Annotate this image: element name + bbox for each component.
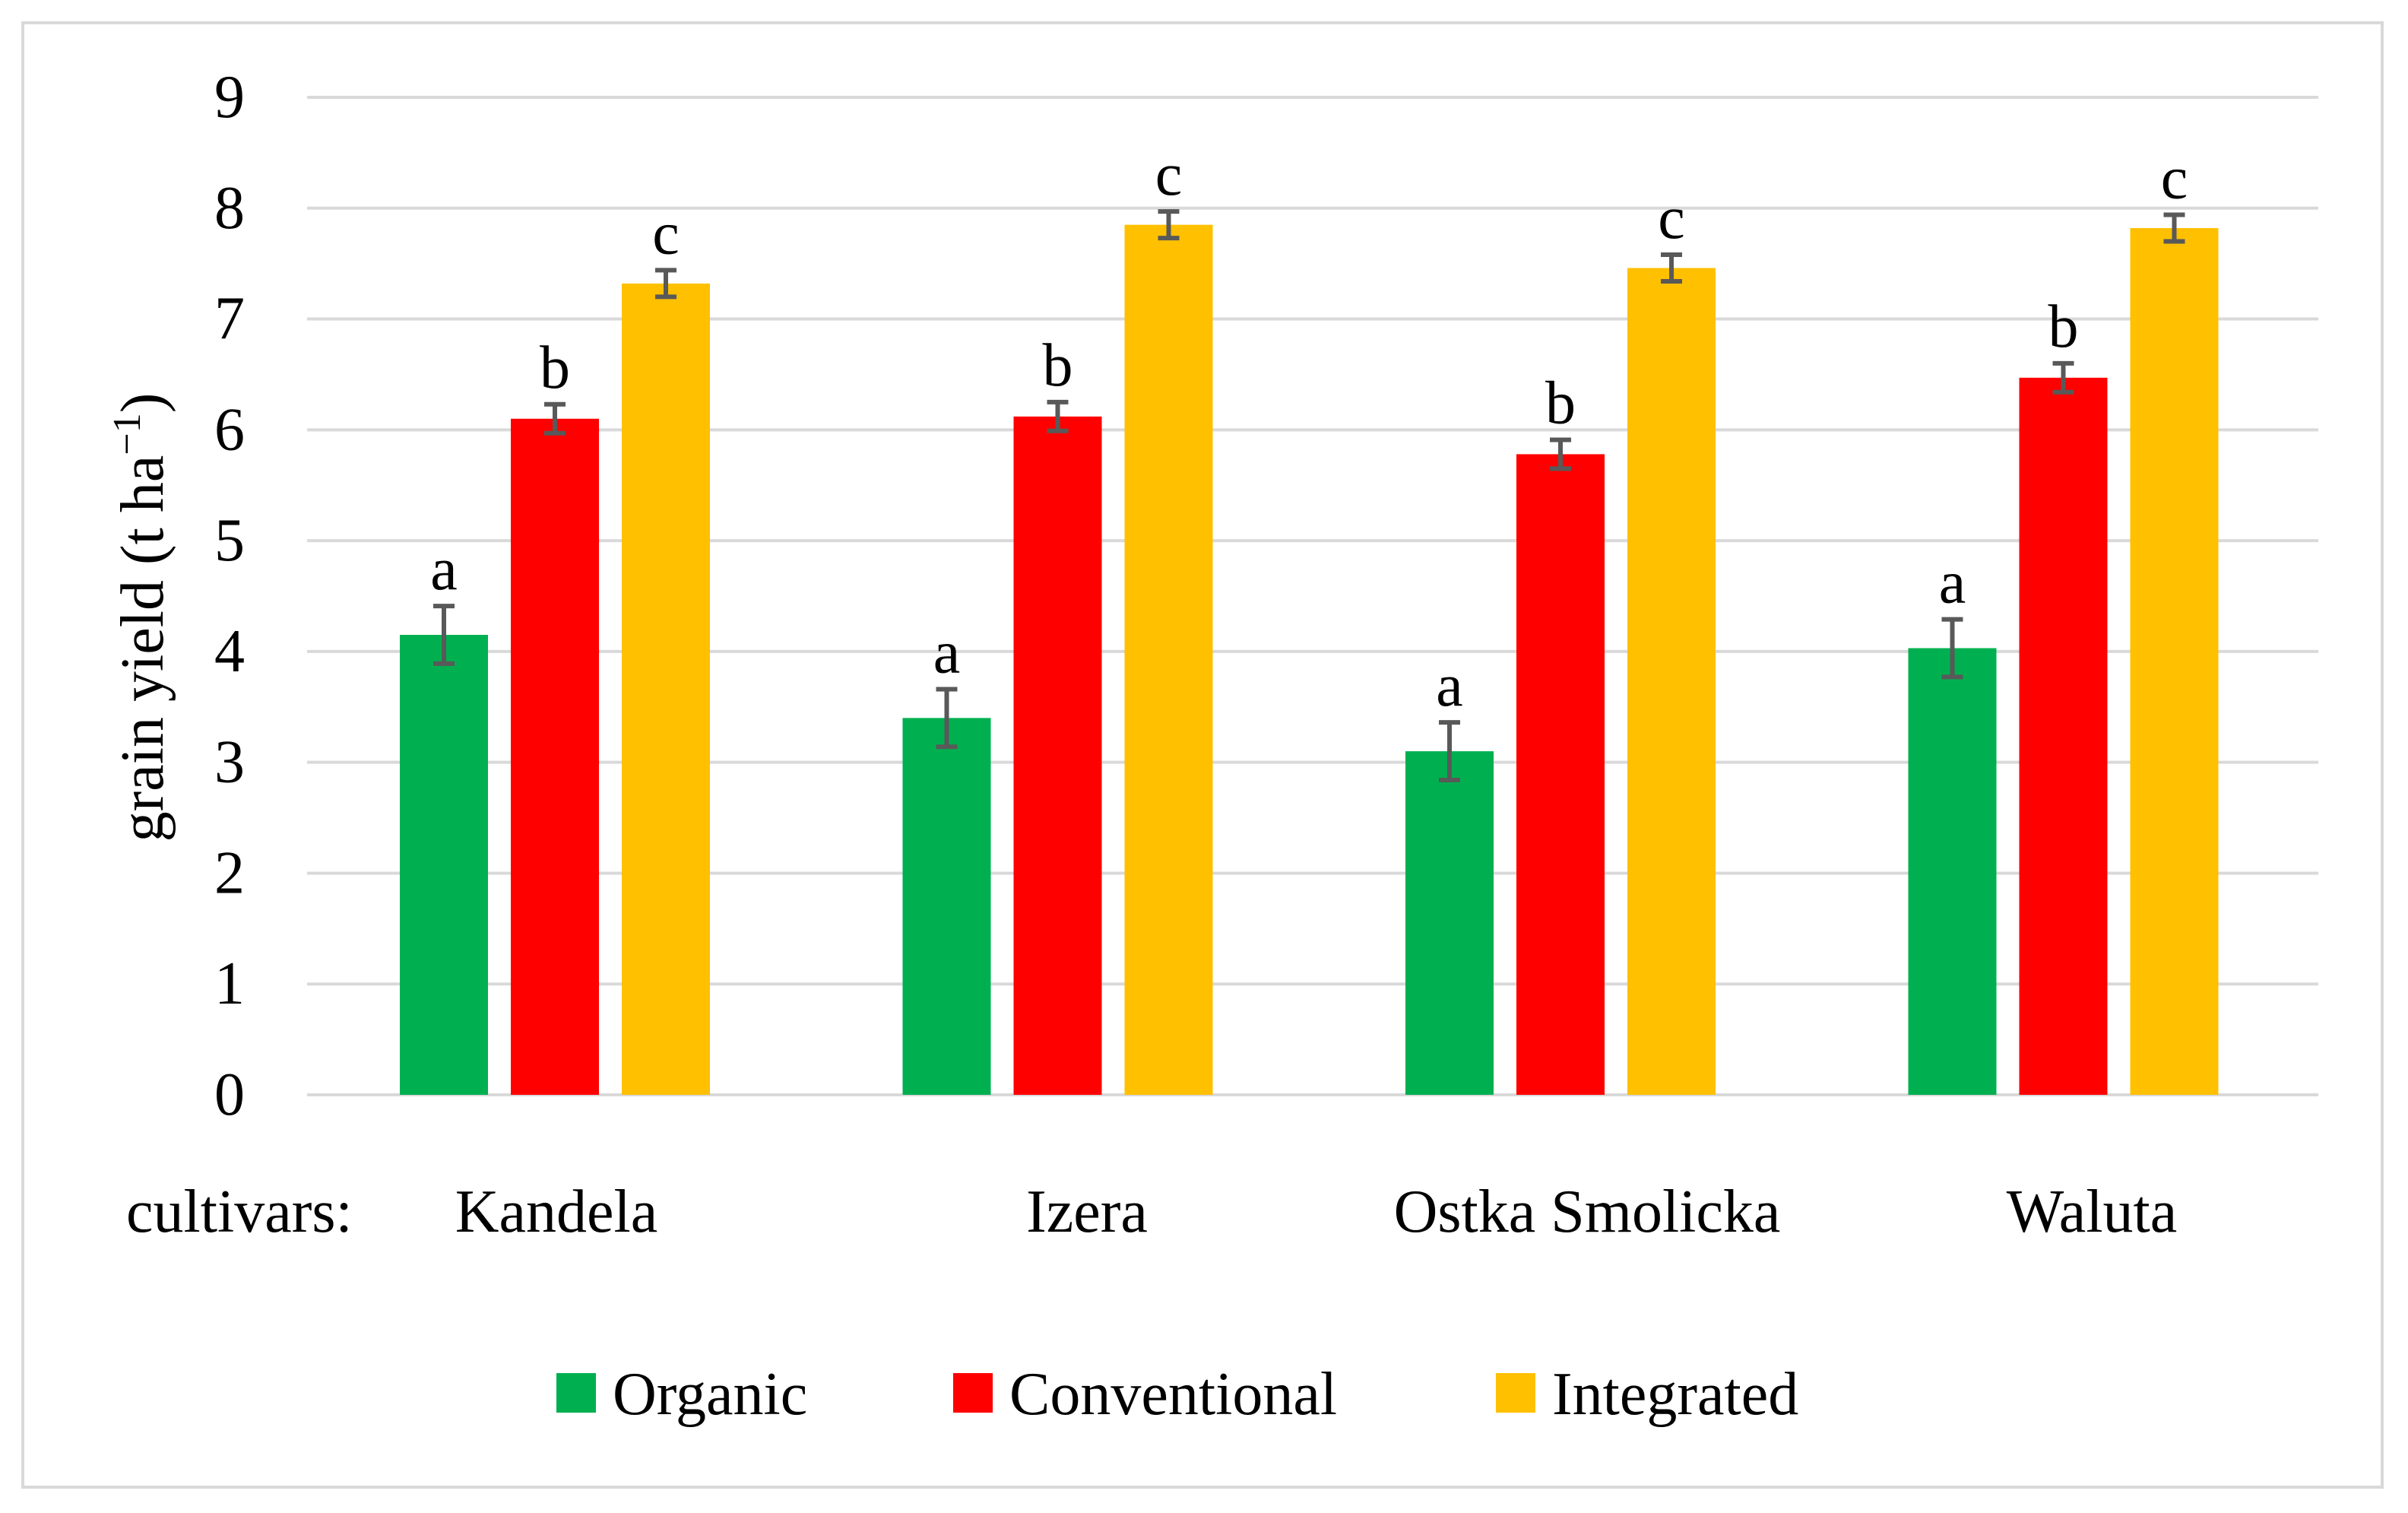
legend: Organic Conventional Integrated [556,1361,1798,1428]
significance-letters: a a a a b b b b c c c c [430,141,2188,719]
y-tick-label: 2 [214,839,245,906]
x-axis-categories: Kandela Izera Ostka Smolicka Waluta [455,1178,2178,1245]
y-axis-title: grain yield (t ha−1) [106,393,176,842]
error-bar [1158,209,1180,241]
bar-conventional-izera [1013,416,1102,1095]
significance-letter: c [1658,185,1685,252]
gridlines [307,96,2318,1096]
legend-label: Conventional [1009,1361,1337,1428]
y-tick-label: 4 [214,618,245,685]
y-tick-label: 8 [214,175,245,242]
bar-organic-kandela [400,635,488,1095]
y-tick-label: 6 [214,396,245,463]
bar-integrated-izera [1124,224,1213,1096]
bar-conventional-waluta [2019,377,2108,1096]
bar-organic-waluta [1908,648,1997,1095]
significance-letter: b [2048,293,2079,360]
significance-letter: a [430,536,458,603]
bars [400,224,2219,1096]
x-category-label: Kandela [455,1178,658,1245]
error-bar [936,687,958,750]
error-bar [2052,360,2074,395]
bar-integrated-ostka-smolicka [1627,268,1716,1095]
error-bars [433,209,2185,782]
x-category-label: Ostka Smolicka [1394,1178,1781,1245]
significance-letter: c [652,200,680,267]
significance-letter: c [2161,145,2188,212]
chart-frame: a a a a b b b b c c c c 0 1 2 3 4 5 6 7 8 9 Kandela Izera Ostk… [21,21,2384,1489]
y-tick-label: 5 [214,507,245,574]
y-axis-title-superscript: −1 [106,413,149,455]
legend-item-organic: Organic [556,1361,807,1428]
bar-conventional-ostka-smolicka [1516,454,1605,1095]
bar-chart: a a a a b b b b c c c c 0 1 2 3 4 5 6 7 8 9 Kandela Izera Ostk… [106,64,2318,1428]
significance-letter: a [933,619,961,686]
y-axis-ticks: 0 1 2 3 4 5 6 7 8 9 [214,64,245,1128]
y-axis-title-main: grain yield (t ha [109,455,176,842]
bar-integrated-kandela [622,283,710,1095]
y-tick-label: 7 [214,286,245,353]
legend-item-integrated: Integrated [1496,1361,1798,1428]
x-category-label: Izera [1026,1178,1148,1245]
legend-swatch [953,1373,993,1413]
significance-letter: a [1436,652,1463,719]
bar-conventional-kandela [511,418,599,1095]
legend-swatch [556,1373,596,1413]
error-bar [1941,617,1963,680]
significance-letter: a [1939,550,1966,617]
significance-letter: b [540,335,570,401]
legend-label: Integrated [1552,1361,1798,1428]
error-bar [655,268,676,300]
x-category-label: Waluta [2007,1178,2178,1245]
error-bar [1047,399,1069,433]
bar-organic-izera [902,718,991,1095]
error-bar [1439,720,1460,782]
error-bar [433,604,455,666]
y-tick-label: 3 [214,729,245,796]
significance-letter: c [1155,141,1183,208]
significance-letter: b [1545,370,1576,436]
error-bar [544,401,566,436]
y-axis-title-close: ) [109,393,176,414]
error-bar [1550,437,1571,471]
significance-letter: b [1043,332,1073,399]
legend-item-conventional: Conventional [953,1361,1337,1428]
legend-swatch [1496,1373,1535,1413]
y-tick-label: 0 [214,1061,245,1128]
bar-organic-ostka-smolicka [1405,751,1494,1095]
x-axis-prefix: cultivars: [126,1178,353,1245]
legend-label: Organic [613,1361,807,1428]
bar-integrated-waluta [2130,228,2219,1095]
error-bar [1661,252,1682,284]
y-tick-label: 1 [214,950,245,1017]
y-tick-label: 9 [214,64,245,131]
error-bar [2163,212,2185,244]
